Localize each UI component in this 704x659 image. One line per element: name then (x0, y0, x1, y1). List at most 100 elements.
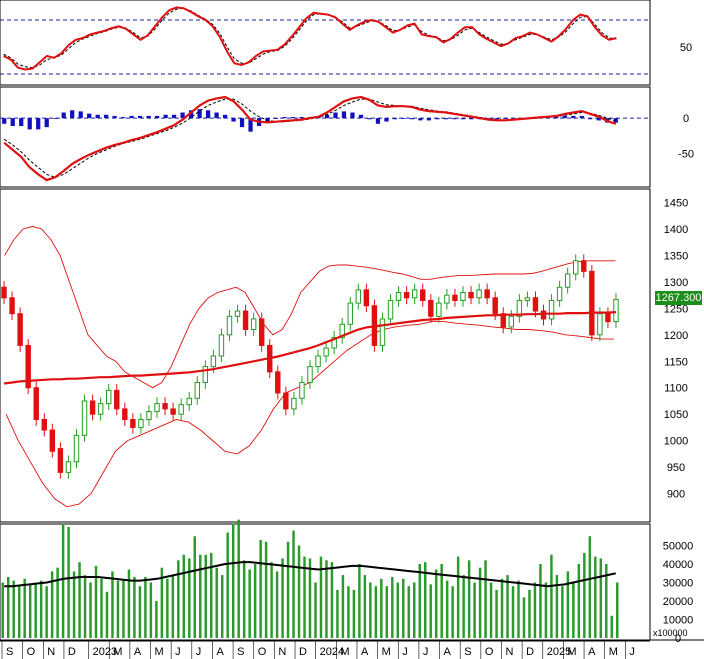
volume-bar (144, 576, 147, 638)
volume-bar (111, 571, 114, 638)
macd-histogram-bar (121, 117, 126, 119)
candle-body (395, 292, 402, 301)
macd-histogram-bar (299, 117, 304, 119)
bollinger-upper-band (4, 225, 616, 389)
volume-moving-average (4, 561, 617, 588)
candle-body (589, 270, 595, 336)
macd-histogram-bar (333, 112, 338, 119)
volume-bar (330, 562, 334, 638)
candle-body (484, 289, 490, 299)
volume-bar (489, 582, 493, 638)
volume-bar (78, 562, 81, 638)
month-label: A (216, 646, 224, 658)
bollinger-lower-band (5, 321, 614, 508)
candle-body (65, 461, 72, 473)
macd-histogram-bar (596, 118, 601, 121)
macd-histogram-bar (613, 118, 618, 123)
volume-bar (610, 615, 614, 638)
volume-bar (511, 586, 515, 638)
candle-body (178, 404, 184, 415)
volume-bar (275, 571, 279, 638)
month-label: N (278, 646, 286, 658)
volume-tick-label: 0 (675, 633, 681, 645)
volume-bar (89, 582, 92, 638)
month-label: O (485, 646, 494, 658)
price-tick-label: 1000 (664, 436, 688, 448)
last-price-label: 1267.300 (655, 291, 702, 305)
macd-histogram-bar (10, 118, 15, 127)
volume-bar (127, 569, 131, 638)
macd-histogram-bar (146, 115, 151, 119)
macd-histogram-bar (588, 118, 593, 120)
volume-bar (242, 560, 246, 638)
macd-histogram-bar (248, 118, 253, 132)
month-label: S (6, 646, 13, 658)
month-label: O (27, 646, 36, 658)
candle-body (291, 397, 297, 410)
volume-bar (555, 575, 559, 638)
volume-bar (385, 586, 389, 638)
macd-histogram-bar (112, 115, 117, 119)
candle-body (258, 318, 265, 346)
candle-body (41, 418, 48, 431)
month-label: 2025 (547, 646, 571, 658)
macd-histogram-bar (129, 115, 134, 119)
month-label: 2023 (93, 646, 117, 658)
candle-body (194, 381, 200, 399)
volume-bar (599, 558, 603, 638)
volume-bar (248, 569, 251, 638)
candle-body (1, 286, 7, 299)
volume-bar (462, 575, 465, 638)
volume-bar (17, 586, 21, 638)
volume-bar (193, 536, 197, 638)
volume-bar (522, 597, 526, 638)
volume-bar (116, 580, 120, 638)
volume-bar (171, 575, 175, 638)
price-tick-label: 1250 (664, 303, 688, 315)
macd-histogram-bar (104, 114, 109, 119)
macd-signal-line (3, 98, 616, 178)
rsi-line (3, 6, 617, 71)
volume-bar (314, 582, 317, 638)
macd-tick-label: -50 (678, 148, 694, 160)
price-tick-label: 1400 (664, 224, 688, 236)
volume-tick-label: 10000 (663, 615, 694, 627)
month-label: 2024 (320, 646, 344, 658)
volume-bar (50, 571, 54, 638)
candle-body (524, 297, 531, 301)
volume-bar (199, 554, 202, 638)
candle-body (170, 408, 176, 415)
volume-bar (94, 565, 98, 638)
volume-bar (572, 582, 575, 638)
candle-body (146, 411, 152, 420)
month-label: M (382, 646, 391, 658)
candle-body (186, 397, 192, 406)
macd-histogram-bar (222, 114, 228, 119)
volume-bar (204, 554, 207, 638)
volume-bar (253, 564, 257, 638)
macd-histogram-bar (188, 110, 194, 119)
volume-bar (407, 586, 410, 638)
volume-tick-label: 40000 (663, 559, 694, 571)
macd-histogram-bar (2, 118, 7, 124)
volume-bar (105, 591, 109, 638)
candle-body (49, 429, 56, 452)
macd-histogram-bar (70, 110, 75, 119)
candle-body (363, 289, 370, 307)
candle-body (379, 318, 386, 346)
macd-histogram-bar (171, 114, 177, 119)
volume-bar (6, 576, 10, 638)
candle-body (573, 260, 579, 275)
volume-bar (220, 575, 224, 638)
volume-bar (429, 584, 432, 638)
candle-body (452, 294, 458, 301)
y-axis-labels: 50 0 -50 1450 1400 1350 1300 1250 1200 1150 1100 10… (663, 42, 694, 645)
volume-bar (226, 532, 229, 638)
candle-body (476, 289, 482, 299)
month-label: J (629, 646, 635, 658)
macd-histogram-bar (197, 109, 202, 119)
candle-body (226, 315, 233, 336)
candle-body (275, 371, 281, 394)
volume-bar (451, 586, 454, 638)
volume-bar (336, 589, 339, 638)
